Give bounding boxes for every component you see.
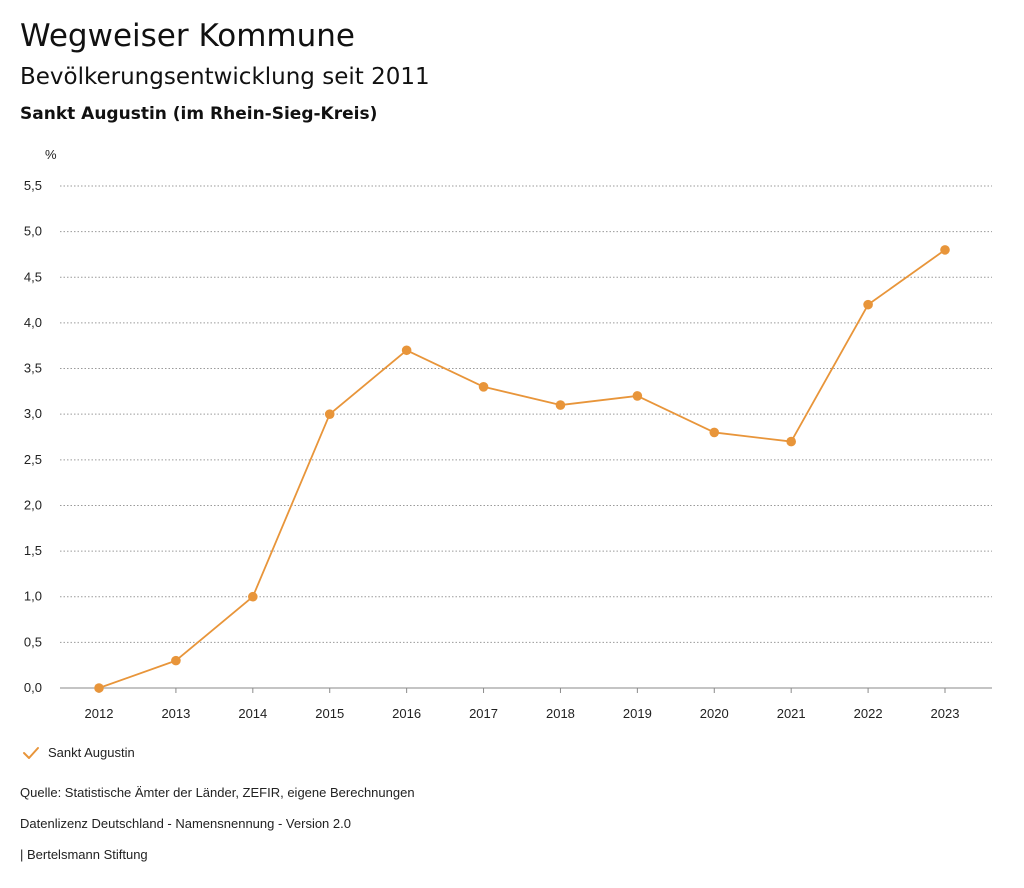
publisher-note: | Bertelsmann Stiftung xyxy=(20,847,148,862)
region-label: Sankt Augustin (im Rhein-Sieg-Kreis) xyxy=(20,104,378,124)
x-tick-label: 2018 xyxy=(546,706,575,721)
x-tick-label: 2019 xyxy=(623,706,652,721)
y-tick-label: 3,5 xyxy=(24,361,42,376)
x-tick-label: 2020 xyxy=(700,706,729,721)
x-tick-label: 2023 xyxy=(931,706,960,721)
x-tick-label: 2016 xyxy=(392,706,421,721)
y-tick-label: 3,0 xyxy=(24,406,42,421)
y-tick-label: 4,0 xyxy=(24,315,42,330)
x-tick-label: 2012 xyxy=(85,706,114,721)
data-point[interactable] xyxy=(786,436,796,447)
y-tick-label: 4,5 xyxy=(24,269,42,284)
data-point[interactable] xyxy=(478,382,489,392)
data-point[interactable] xyxy=(632,391,643,401)
axes: % 0,0 0,5 1,0 1,5 2,0 2,5 3,0 3,5 4,0 4,5 5,0 5,5 201… xyxy=(24,147,992,721)
data-point[interactable] xyxy=(709,427,720,438)
series-layer xyxy=(94,245,950,693)
y-axis-unit: % xyxy=(45,147,57,162)
data-point[interactable] xyxy=(324,409,335,419)
data-point[interactable] xyxy=(940,245,950,255)
y-tick-label: 5,5 xyxy=(24,178,42,193)
chart-legend[interactable]: Sankt Augustin xyxy=(22,745,135,760)
data-point[interactable] xyxy=(94,683,104,693)
y-tick-label: 2,0 xyxy=(24,497,42,512)
y-tick-label: 5,0 xyxy=(24,224,42,239)
data-point[interactable] xyxy=(555,400,566,410)
data-point[interactable] xyxy=(863,299,873,310)
y-tick-label: 1,5 xyxy=(24,543,42,558)
page-title: Wegweiser Kommune xyxy=(20,18,355,54)
check-icon xyxy=(23,746,39,759)
data-point[interactable] xyxy=(171,655,181,666)
line-chart: % 0,0 0,5 1,0 1,5 2,0 2,5 3,0 3,5 4,0 4,5 5,0 5,5 201… xyxy=(24,147,992,721)
x-tick-label: 2021 xyxy=(777,706,806,721)
y-tick-label: 1,0 xyxy=(24,589,42,604)
y-tick-label: 0,0 xyxy=(24,680,42,695)
y-tick-label: 0,5 xyxy=(24,634,42,649)
series-line xyxy=(98,249,946,689)
chart-subtitle: Bevölkerungsentwicklung seit 2011 xyxy=(20,64,430,90)
grid-lines xyxy=(60,185,992,643)
source-note: Quelle: Statistische Ämter der Länder, Z… xyxy=(20,785,415,800)
x-tick-label: 2015 xyxy=(315,706,344,721)
data-point[interactable] xyxy=(401,345,412,356)
x-tick-label: 2017 xyxy=(469,706,498,721)
y-tick-label: 2,5 xyxy=(24,452,42,467)
x-tick-label: 2022 xyxy=(854,706,883,721)
data-point[interactable] xyxy=(248,591,258,602)
x-tick-label: 2014 xyxy=(238,706,267,721)
x-tick-label: 2013 xyxy=(161,706,190,721)
license-note: Datenlizenz Deutschland - Namensnennung … xyxy=(20,816,351,831)
legend-label: Sankt Augustin xyxy=(48,745,135,760)
